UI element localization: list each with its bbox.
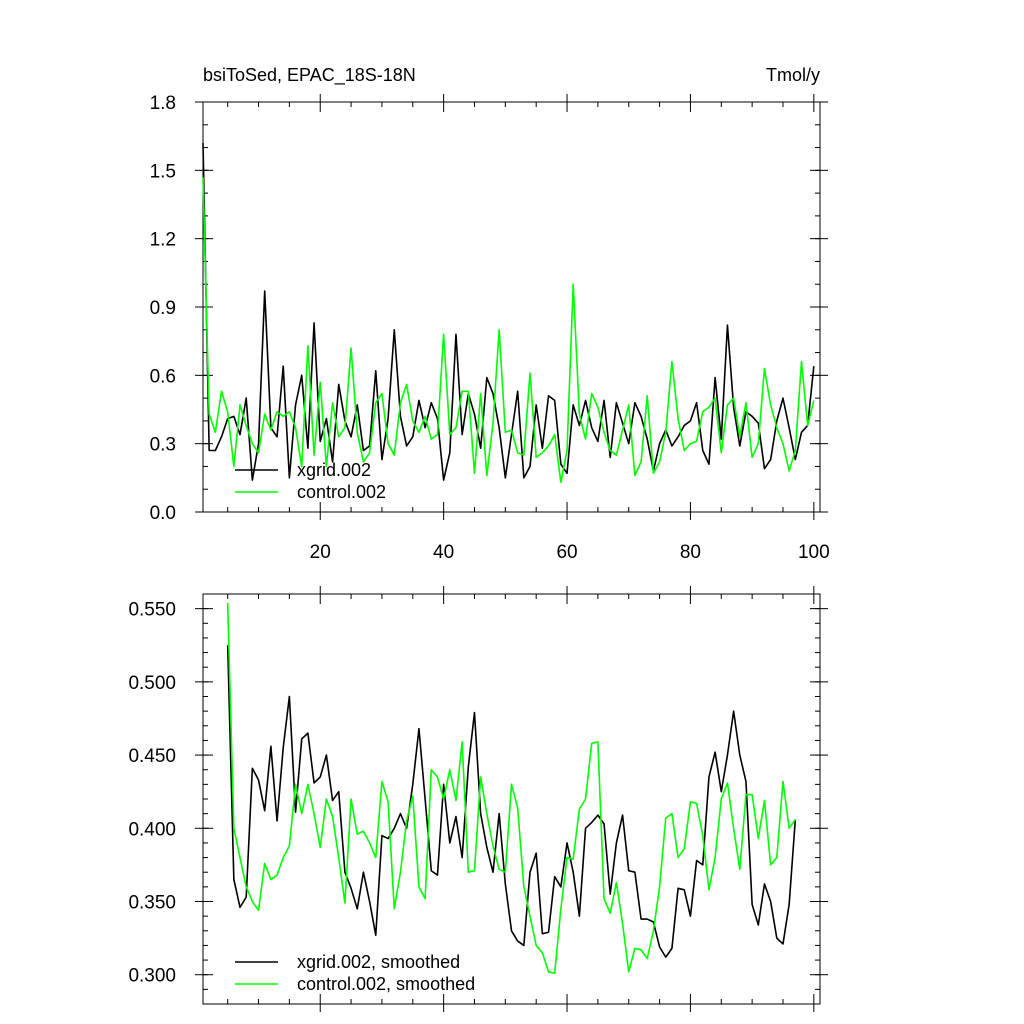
y-tick-label: 0.300 bbox=[128, 966, 176, 987]
top-plot-frame bbox=[202, 101, 821, 513]
top-series-group bbox=[202, 142, 815, 484]
y-tick-label: 0.550 bbox=[128, 600, 176, 621]
top-units: Tmol/y bbox=[766, 65, 820, 85]
x-tick-label: 60 bbox=[556, 542, 577, 563]
y-tick-label: 0.350 bbox=[128, 893, 176, 914]
y-tick-label: 0.450 bbox=[128, 746, 176, 767]
y-tick-label: 0.6 bbox=[150, 366, 176, 387]
x-tick-label: 40 bbox=[433, 542, 454, 563]
top-panel: bsiToSed, EPAC_18S-18N Tmol/y 0.00.30.60… bbox=[150, 65, 830, 563]
x-tick-label: 100 bbox=[798, 542, 830, 563]
bottom-panel: 0.300 0.350 0.400 0.450 0.500 0.550 xgrid.002… bbox=[128, 586, 828, 1012]
legend-label-control-smoothed: control.002, smoothed bbox=[297, 974, 475, 994]
y-tick-label: 1.2 bbox=[150, 230, 176, 251]
series-line-xgrid-002-smoothed bbox=[226, 645, 797, 958]
top-y-axis: 0.0 0.3 0.6 0.9 1.2 1.5 1.8 bbox=[150, 93, 176, 524]
bottom-y-axis: 0.300 0.350 0.400 0.450 0.500 0.550 bbox=[128, 600, 176, 987]
series-line-control-002 bbox=[202, 177, 815, 484]
legend-label-xgrid-smoothed: xgrid.002, smoothed bbox=[297, 952, 460, 972]
y-tick-label: 0.0 bbox=[150, 503, 176, 524]
top-axis-ticks bbox=[195, 94, 828, 520]
y-tick-label: 1.8 bbox=[150, 93, 176, 114]
top-title: bsiToSed, EPAC_18S-18N bbox=[203, 65, 416, 86]
top-x-axis: 20 40 60 80 100 bbox=[310, 542, 830, 563]
legend-label-control: control.002 bbox=[297, 482, 386, 502]
x-tick-label: 80 bbox=[680, 542, 701, 563]
top-legend: xgrid.002 control.002 bbox=[235, 460, 386, 502]
series-line-control-002-smoothed bbox=[226, 602, 796, 975]
y-tick-label: 1.5 bbox=[150, 161, 176, 182]
bottom-axis-ticks bbox=[195, 586, 828, 1012]
bottom-legend: xgrid.002, smoothed control.002, smoothe… bbox=[235, 952, 475, 994]
series-line-xgrid-002 bbox=[202, 142, 815, 481]
y-tick-label: 0.3 bbox=[150, 435, 176, 456]
y-tick-label: 0.500 bbox=[128, 673, 176, 694]
x-tick-label: 20 bbox=[310, 542, 331, 563]
y-tick-label: 0.9 bbox=[150, 298, 176, 319]
bottom-series-group bbox=[226, 602, 797, 975]
y-tick-label: 0.400 bbox=[128, 819, 176, 840]
legend-label-xgrid: xgrid.002 bbox=[297, 460, 371, 480]
